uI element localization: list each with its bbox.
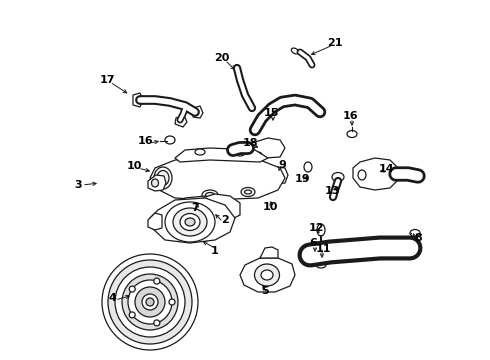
Circle shape [115,267,185,337]
Ellipse shape [317,260,325,265]
Text: 10: 10 [262,202,278,212]
Ellipse shape [261,270,273,280]
Polygon shape [133,93,143,107]
Polygon shape [150,158,285,200]
Circle shape [142,294,158,310]
Ellipse shape [165,202,215,242]
Text: 10: 10 [126,161,142,171]
Polygon shape [267,167,288,184]
Polygon shape [150,198,235,243]
Ellipse shape [195,149,205,155]
Polygon shape [260,247,278,258]
Ellipse shape [180,213,200,230]
Circle shape [135,287,165,317]
Ellipse shape [254,152,262,158]
Text: 4: 4 [108,293,116,303]
Ellipse shape [317,224,325,236]
Circle shape [154,278,160,284]
Ellipse shape [241,188,255,197]
Ellipse shape [410,230,420,237]
Ellipse shape [292,48,299,54]
Polygon shape [148,213,162,230]
Text: 11: 11 [315,244,331,254]
Ellipse shape [358,170,366,180]
Text: 12: 12 [308,223,324,233]
Ellipse shape [202,190,218,200]
Circle shape [169,299,175,305]
Circle shape [122,274,178,330]
Text: 19: 19 [295,174,311,184]
Text: 16: 16 [342,111,358,121]
Text: 20: 20 [214,53,230,63]
Ellipse shape [151,179,158,187]
Ellipse shape [347,131,357,138]
Ellipse shape [185,218,195,226]
Circle shape [129,286,135,292]
Polygon shape [175,148,268,162]
Ellipse shape [154,167,172,189]
Ellipse shape [245,190,251,194]
Text: 16: 16 [137,136,153,146]
Circle shape [146,298,154,306]
Text: 1: 1 [211,246,219,256]
Text: 17: 17 [99,75,115,85]
Polygon shape [353,158,398,190]
Ellipse shape [254,264,279,286]
Ellipse shape [316,262,326,268]
Ellipse shape [304,162,312,172]
Ellipse shape [205,193,215,198]
Circle shape [128,280,172,324]
Text: 3: 3 [74,180,82,190]
Text: 5: 5 [261,286,269,296]
Circle shape [129,312,135,318]
Ellipse shape [165,136,175,144]
Text: 8: 8 [414,233,422,243]
Ellipse shape [173,208,207,236]
Text: 18: 18 [242,138,258,148]
Ellipse shape [157,171,169,185]
Polygon shape [198,194,240,222]
Circle shape [102,254,198,350]
Polygon shape [240,258,295,292]
Polygon shape [175,115,187,127]
Text: 15: 15 [263,108,279,118]
Ellipse shape [188,203,202,219]
Text: 2: 2 [221,215,229,225]
Text: 21: 21 [327,38,343,48]
Polygon shape [148,175,166,191]
Polygon shape [175,196,215,225]
Polygon shape [248,138,285,158]
Text: 7: 7 [191,203,199,213]
Text: 9: 9 [278,160,286,170]
Ellipse shape [235,150,245,156]
Circle shape [108,260,192,344]
Text: 6: 6 [309,238,317,248]
Circle shape [154,320,160,326]
Text: 14: 14 [379,164,395,174]
Ellipse shape [332,172,344,181]
Text: 13: 13 [324,186,340,196]
Polygon shape [193,106,203,118]
